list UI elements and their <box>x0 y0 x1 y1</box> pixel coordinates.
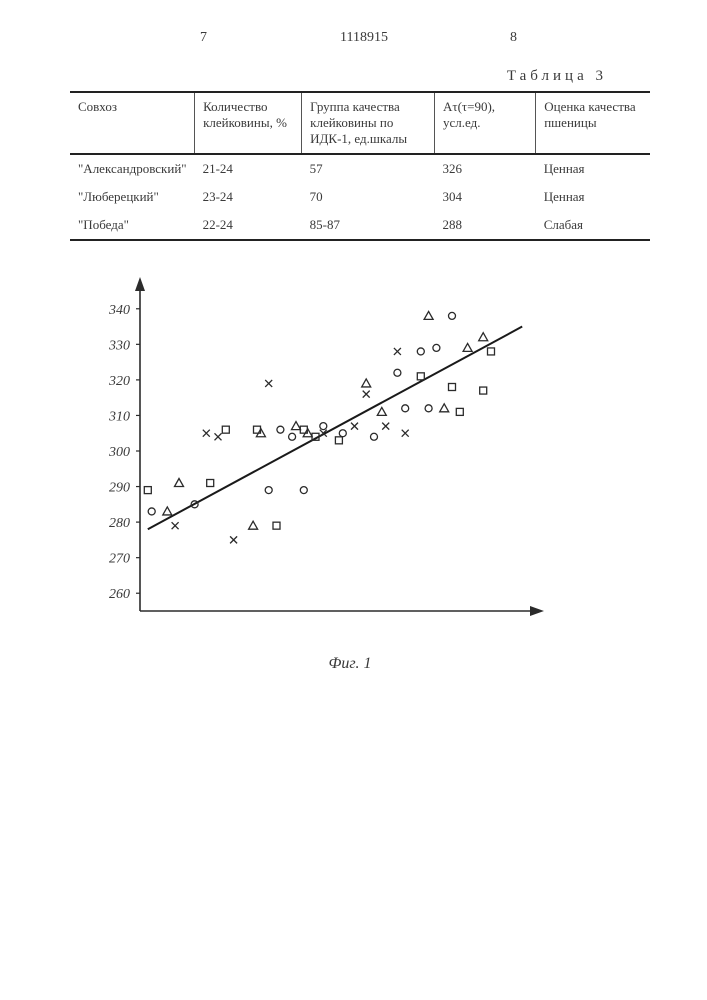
svg-text:330: 330 <box>108 338 130 353</box>
table-cell: 304 <box>434 183 535 211</box>
table-cell: 22-24 <box>195 211 302 240</box>
table-cell: Ценная <box>536 183 650 211</box>
table-cell: Ценная <box>536 154 650 183</box>
page-number-right: 8 <box>510 30 517 46</box>
svg-text:320: 320 <box>108 374 130 389</box>
page-root: 7 1118915 8 Таблица 3 Совхоз Количество … <box>0 0 707 1000</box>
page-header: 7 1118915 8 <box>40 30 667 60</box>
page-number-left: 7 <box>200 30 207 46</box>
scatter-chart: 260 270 280 290 300 310 320 330 340 <box>70 271 550 651</box>
table-cell: 23-24 <box>195 183 302 211</box>
document-number: 1118915 <box>340 30 388 46</box>
chart-caption: Фиг. 1 <box>110 655 590 673</box>
table-cell: 21-24 <box>195 154 302 183</box>
col-header: Количество клейковины, % <box>195 92 302 154</box>
chart-region: 260 270 280 290 300 310 320 330 340 Фиг. 1 <box>70 271 667 673</box>
table-cell: 326 <box>434 154 535 183</box>
col-header: Оценка качества пшеницы <box>536 92 650 154</box>
table-cell: 70 <box>302 183 435 211</box>
table-row: "Победа"22-2485-87288Слабая <box>70 211 650 240</box>
table-cell: 85-87 <box>302 211 435 240</box>
table-cell: "Александровский" <box>70 154 195 183</box>
table-body: "Александровский"21-2457326Ценная"Любере… <box>70 154 650 240</box>
table-cell: 288 <box>434 211 535 240</box>
table-header-row: Совхоз Количество клейковины, % Группа к… <box>70 92 650 154</box>
data-table: Совхоз Количество клейковины, % Группа к… <box>70 91 650 241</box>
table-row: "Александровский"21-2457326Ценная <box>70 154 650 183</box>
table-cell: 57 <box>302 154 435 183</box>
svg-text:290: 290 <box>109 481 130 496</box>
svg-text:300: 300 <box>108 445 130 460</box>
svg-text:340: 340 <box>108 303 130 318</box>
table-cell: "Люберецкий" <box>70 183 195 211</box>
col-header: Группа качества клейковины по ИДК-1, ед.… <box>302 92 435 154</box>
col-header: Aτ(τ=90), усл.ед. <box>434 92 535 154</box>
col-header: Совхоз <box>70 92 195 154</box>
svg-text:310: 310 <box>108 409 130 424</box>
table-cell: "Победа" <box>70 211 195 240</box>
table-cell: Слабая <box>536 211 650 240</box>
svg-text:280: 280 <box>109 516 130 531</box>
table-row: "Люберецкий"23-2470304Ценная <box>70 183 650 211</box>
svg-text:270: 270 <box>109 552 130 567</box>
svg-text:260: 260 <box>109 587 130 602</box>
table-caption: Таблица 3 <box>40 68 667 85</box>
